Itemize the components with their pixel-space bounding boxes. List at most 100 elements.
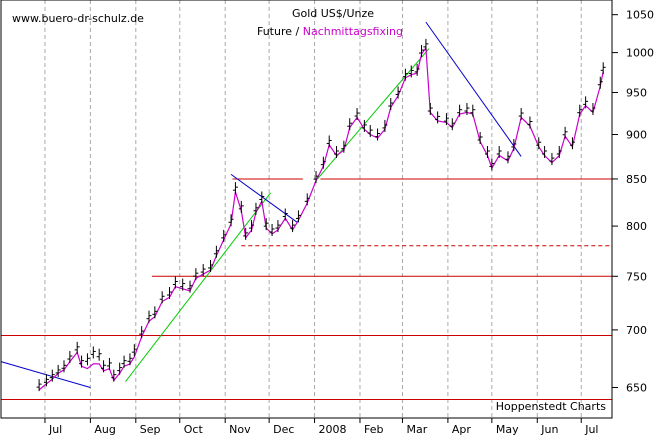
trend-line-3 bbox=[317, 48, 430, 180]
ohlc-bar-19 bbox=[146, 310, 152, 323]
trend-lines bbox=[0, 21, 522, 388]
chart-subtitle: Future / Nachmittagsfixing bbox=[257, 25, 403, 38]
ohlc-bar-6 bbox=[74, 341, 80, 354]
plot-frame bbox=[0, 0, 613, 419]
y-tick-label-1050: 1050 bbox=[626, 9, 654, 22]
ohlc-bar-11 bbox=[101, 360, 107, 373]
x-tick-label-3: Oct bbox=[184, 423, 204, 436]
ohlc-bar-29 bbox=[213, 245, 219, 258]
ohlc-bar-45 bbox=[313, 171, 319, 184]
ohlc-bar-83 bbox=[569, 137, 575, 150]
ohlc-bar-30 bbox=[221, 229, 227, 242]
ohlc-bar-9 bbox=[90, 346, 96, 359]
ohlc-bar-77 bbox=[527, 116, 533, 129]
ohlc-bar-47 bbox=[326, 135, 332, 148]
ohlc-bar-15 bbox=[121, 355, 127, 368]
credit-label: Hoppenstedt Charts bbox=[496, 400, 607, 413]
ohlc-bar-17 bbox=[131, 344, 137, 357]
ohlc-bar-7 bbox=[79, 355, 85, 368]
ohlc-bar-40 bbox=[275, 220, 281, 233]
ohlc-bar-60 bbox=[414, 63, 420, 76]
ohlc-bar-52 bbox=[361, 119, 367, 132]
ohlc-bar-33 bbox=[238, 200, 244, 213]
series-line-nachmittagsfixing bbox=[38, 46, 604, 391]
ohlc-bar-2 bbox=[49, 369, 55, 382]
ohlc-bar-64 bbox=[435, 111, 441, 124]
ohlc-bar-62 bbox=[423, 38, 429, 51]
ohlc-bar-16 bbox=[127, 353, 133, 366]
ohlc-bar-46 bbox=[320, 156, 326, 169]
data-series bbox=[36, 38, 606, 392]
ohlc-bar-57 bbox=[395, 86, 401, 99]
ohlc-bar-48 bbox=[334, 145, 340, 158]
ohlc-bar-27 bbox=[200, 264, 206, 277]
ohlc-bar-22 bbox=[167, 287, 173, 300]
y-tick-label-650: 650 bbox=[626, 382, 647, 395]
ohlc-bar-51 bbox=[354, 108, 360, 121]
ohlc-bar-55 bbox=[382, 119, 388, 132]
y-tick-label-700: 700 bbox=[626, 324, 647, 337]
ohlc-bar-35 bbox=[249, 220, 255, 233]
ohlc-bar-74 bbox=[505, 151, 511, 164]
y-tick-label-1000: 1000 bbox=[626, 47, 654, 60]
ohlc-bar-84 bbox=[577, 104, 583, 117]
ohlc-bar-58 bbox=[402, 68, 408, 81]
x-tick-label-12: Jul bbox=[584, 423, 598, 436]
ohlc-bar-50 bbox=[347, 118, 353, 131]
ohlc-bar-18 bbox=[139, 326, 145, 339]
ohlc-bar-53 bbox=[367, 125, 373, 138]
axes: 650 700 750 800 850 900 950 1000 1050 Jul Aug Sep Oc… bbox=[44, 9, 654, 436]
ohlc-bar-65 bbox=[443, 113, 449, 126]
series-future bbox=[36, 38, 606, 392]
ohlc-bar-61 bbox=[419, 45, 425, 58]
subtitle-fixing: Nachmittagsfixing bbox=[303, 25, 403, 38]
ohlc-bar-69 bbox=[470, 104, 476, 117]
x-tick-label-4: Nov bbox=[229, 423, 251, 436]
x-tick-label-9: Apr bbox=[452, 423, 472, 436]
ohlc-bar-70 bbox=[477, 131, 483, 144]
ohlc-bar-10 bbox=[96, 348, 102, 361]
ohlc-bar-42 bbox=[290, 220, 296, 233]
ohlc-bar-86 bbox=[590, 103, 596, 116]
ohlc-bar-23 bbox=[172, 276, 178, 289]
ohlc-bar-59 bbox=[408, 65, 414, 78]
source-label: www.buero-dr-schulz.de bbox=[12, 12, 144, 25]
ohlc-bar-8 bbox=[84, 353, 90, 366]
trend-line-0 bbox=[0, 361, 91, 388]
ohlc-bar-25 bbox=[187, 280, 193, 293]
ohlc-bar-66 bbox=[449, 118, 455, 131]
y-tick-label-750: 750 bbox=[626, 270, 647, 283]
x-tick-label-11: Jun bbox=[540, 423, 558, 436]
ohlc-bar-72 bbox=[489, 158, 495, 171]
ohlc-bar-75 bbox=[511, 138, 517, 151]
ohlc-bar-0 bbox=[36, 379, 42, 392]
trend-line-2 bbox=[230, 173, 298, 223]
x-tick-label-6: 2008 bbox=[319, 423, 347, 436]
ohlc-bar-76 bbox=[518, 108, 524, 121]
ohlc-bar-54 bbox=[375, 128, 381, 141]
ohlc-bar-78 bbox=[536, 137, 542, 150]
ohlc-bar-85 bbox=[583, 96, 589, 109]
y-tick-label-900: 900 bbox=[626, 129, 647, 142]
plot-border bbox=[0, 0, 613, 419]
ohlc-bar-87 bbox=[597, 76, 603, 89]
reference-lines bbox=[1, 178, 612, 401]
ohlc-bar-24 bbox=[180, 278, 186, 291]
ohlc-bar-41 bbox=[282, 208, 288, 221]
ohlc-bar-68 bbox=[464, 103, 470, 116]
ohlc-bar-63 bbox=[427, 103, 433, 116]
y-tick-label-850: 850 bbox=[626, 173, 647, 186]
ohlc-bar-13 bbox=[111, 369, 117, 382]
ohlc-bar-20 bbox=[152, 306, 158, 319]
x-tick-label-1: Aug bbox=[94, 423, 115, 436]
ohlc-bar-43 bbox=[295, 210, 301, 223]
ohlc-bar-81 bbox=[556, 145, 562, 158]
ohlc-bar-80 bbox=[549, 153, 555, 166]
grid-lines bbox=[44, 0, 582, 418]
x-tick-label-7: Feb bbox=[364, 423, 383, 436]
ohlc-bar-4 bbox=[61, 360, 67, 373]
trend-line-4 bbox=[425, 21, 522, 157]
ohlc-bar-67 bbox=[457, 104, 463, 117]
ohlc-bar-39 bbox=[269, 223, 275, 236]
